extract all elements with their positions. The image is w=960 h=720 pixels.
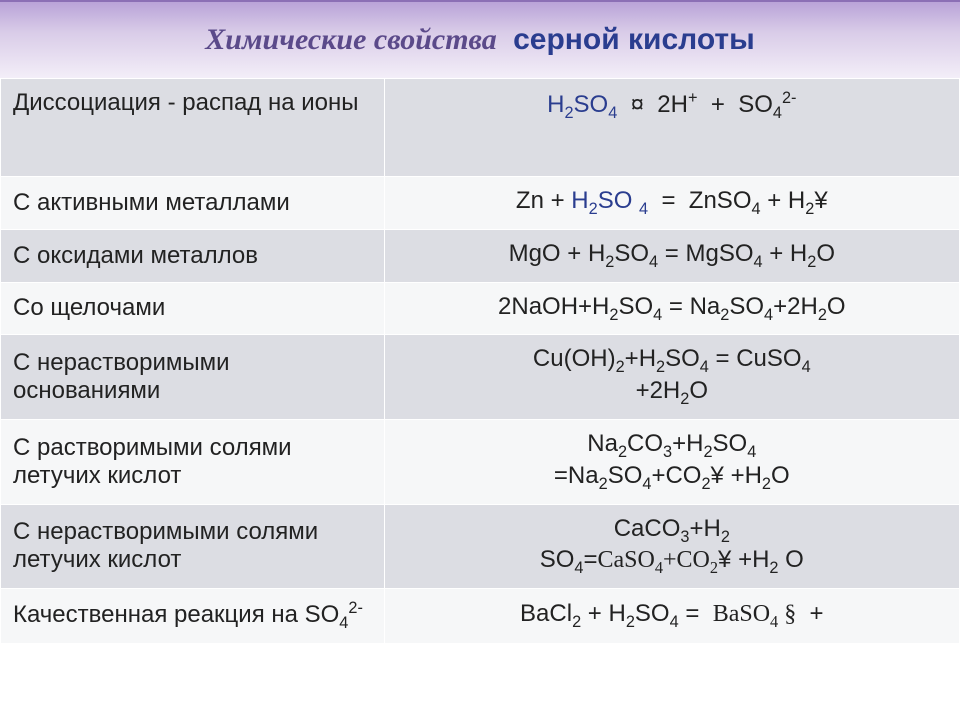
property-name-cell: Со щелочами — [1, 282, 385, 335]
table-row: С растворимыми солями летучих кислотNa2C… — [1, 419, 960, 504]
reaction-cell: Cu(OH)2+H2SO4 = CuSO4+2H2O — [384, 335, 959, 420]
property-name-cell: С растворимыми солями летучих кислот — [1, 419, 385, 504]
properties-table: Диссоциация - распад на ионыH2SO4 ¤ 2H+ … — [0, 78, 960, 644]
property-name-cell: С нерастворимыми основаниями — [1, 335, 385, 420]
title-part2: серной кислоты — [513, 23, 755, 56]
page-header: Химические свойства серной кислоты — [0, 0, 960, 78]
reaction-cell: Zn + H2SO 4 = ZnSO4 + H2¥ — [384, 177, 959, 230]
table-row: Со щелочами2NaOH+H2SO4 = Na2SO4+2H2O — [1, 282, 960, 335]
table-row: С нерастворимыми основаниямиCu(OH)2+H2SO… — [1, 335, 960, 420]
table-row: Диссоциация - распад на ионыH2SO4 ¤ 2H+ … — [1, 79, 960, 177]
title-part1: Химические свойства — [205, 23, 496, 56]
page-title: Химические свойства серной кислоты — [205, 23, 754, 57]
property-name-cell: Диссоциация - распад на ионы — [1, 79, 385, 177]
property-name-cell: С нерастворимыми солями летучих кислот — [1, 504, 385, 589]
property-name-cell: С активными металлами — [1, 177, 385, 230]
reaction-cell: BaCl2 + H2SO4 = BaSO4 § + — [384, 589, 959, 644]
reaction-cell: MgO + H2SO4 = MgSO4 + H2O — [384, 229, 959, 282]
table-row: С оксидами металловMgO + H2SO4 = MgSO4 +… — [1, 229, 960, 282]
table-row: С активными металламиZn + H2SO 4 = ZnSO4… — [1, 177, 960, 230]
property-name-cell: Качественная реакция на SO42- — [1, 589, 385, 644]
table-row: С нерастворимыми солями летучих кислотCa… — [1, 504, 960, 589]
table-row: Качественная реакция на SO42-BaCl2 + H2S… — [1, 589, 960, 644]
reaction-cell: CaCO3+H2SO4=CaSO4+CO2¥ +H2 O — [384, 504, 959, 589]
reaction-cell: 2NaOH+H2SO4 = Na2SO4+2H2O — [384, 282, 959, 335]
reaction-cell: Na2CO3+H2SO4=Na2SO4+CO2¥ +H2O — [384, 419, 959, 504]
reaction-cell: H2SO4 ¤ 2H+ + SO42- — [384, 79, 959, 177]
property-name-cell: С оксидами металлов — [1, 229, 385, 282]
